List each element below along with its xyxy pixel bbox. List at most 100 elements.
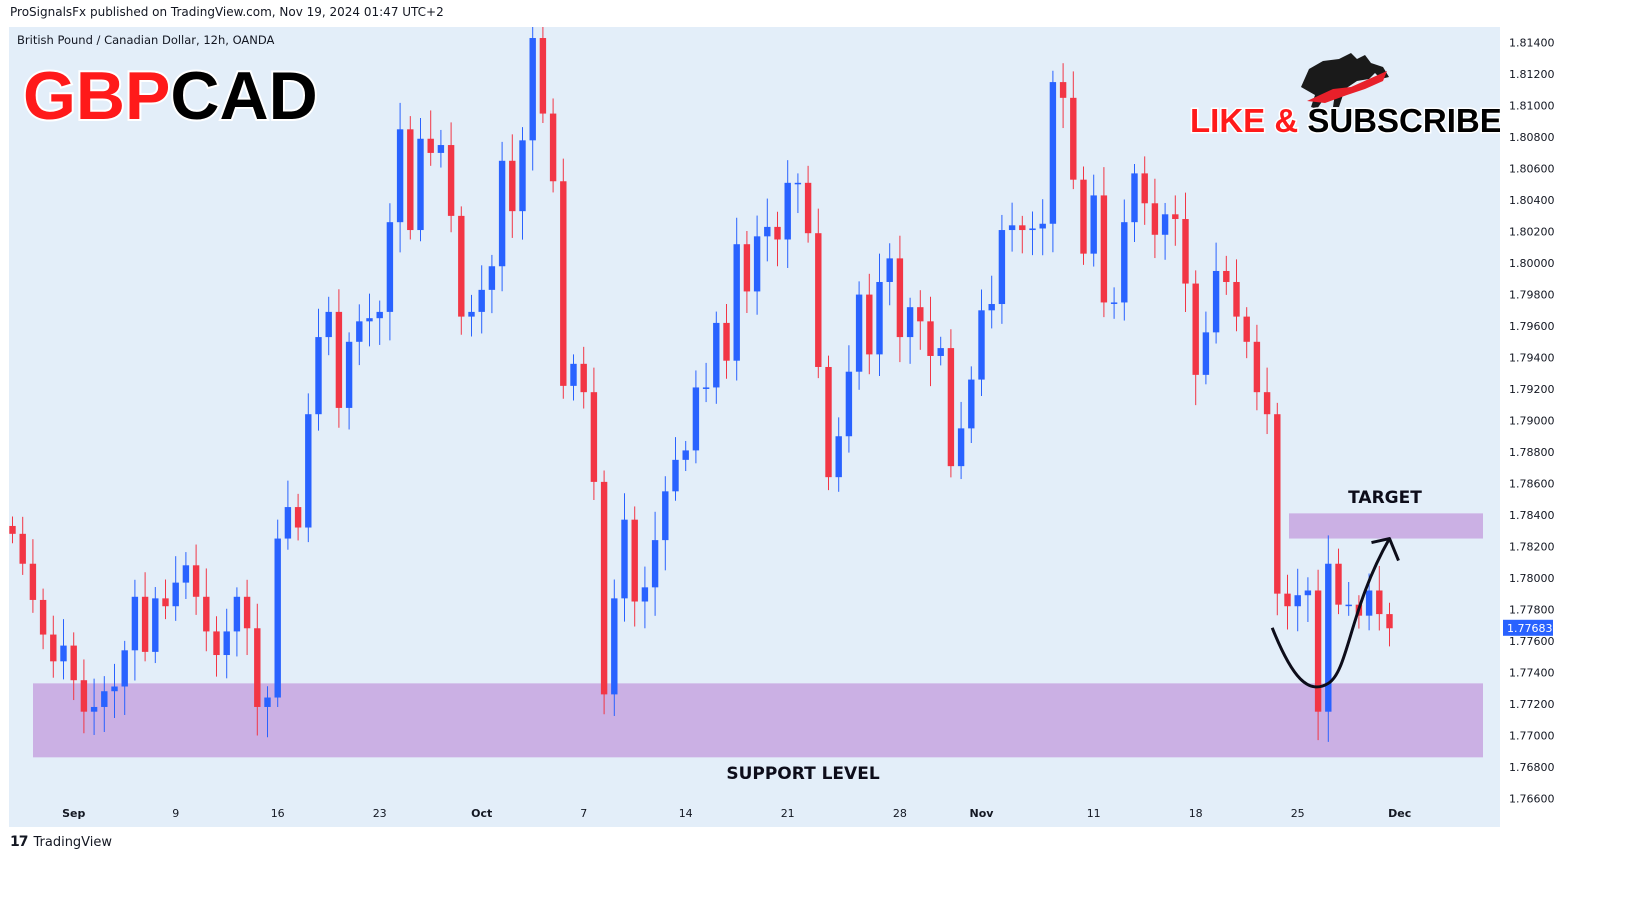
candle [498, 141, 506, 292]
candle-body [825, 366, 832, 478]
banner-part: LIKE & [1190, 102, 1307, 139]
candle [1049, 70, 1057, 253]
y-tick-label: 1.81400 [1509, 37, 1555, 50]
candle [1070, 71, 1077, 190]
candle-body [1008, 225, 1016, 231]
candle-body [1070, 97, 1077, 180]
candle-body [19, 533, 26, 564]
candle-body [978, 310, 985, 380]
candle [1059, 63, 1067, 129]
candle [815, 208, 822, 379]
y-tick-label: 1.80800 [1509, 131, 1555, 144]
candle-body [60, 645, 67, 662]
candle-body [529, 38, 536, 141]
candle-body [203, 596, 210, 632]
candle [1161, 202, 1169, 260]
candle [294, 493, 302, 541]
forecast-arrow [1270, 537, 1391, 689]
candle [1131, 163, 1138, 243]
candle-body [1365, 590, 1373, 616]
candle [396, 102, 404, 253]
candle [641, 566, 649, 629]
candle-body [1039, 223, 1046, 229]
candle-body [896, 258, 904, 338]
candle-body [407, 129, 414, 231]
y-tick-label: 1.80200 [1509, 226, 1555, 239]
candle [1100, 167, 1108, 318]
candle [733, 217, 740, 381]
candle [182, 552, 190, 599]
y-tick-label: 1.78800 [1509, 446, 1555, 459]
y-tick-label: 1.80400 [1509, 194, 1555, 207]
candle [417, 117, 424, 242]
candle-body [570, 363, 577, 386]
candle [305, 393, 312, 543]
candle [1212, 242, 1220, 344]
candle [1345, 581, 1352, 616]
candle-body [1182, 219, 1189, 284]
candle [509, 134, 516, 238]
candle [70, 632, 77, 701]
candle-body [1049, 82, 1057, 224]
candle [947, 329, 955, 478]
footer: 17 TradingView [10, 834, 112, 850]
candle [468, 294, 475, 337]
candle [345, 332, 353, 430]
candle-body [458, 215, 465, 317]
candle-body [1029, 228, 1036, 231]
candle-body [121, 650, 128, 687]
candle [1243, 307, 1250, 359]
candle [539, 27, 547, 124]
candle [192, 544, 200, 615]
candle [651, 511, 659, 616]
candle-body [753, 236, 761, 292]
candle-body [1284, 593, 1291, 607]
candle [325, 296, 332, 356]
candle [478, 265, 485, 334]
candle-body [376, 311, 383, 319]
candle-body [713, 322, 720, 388]
y-tick-label: 1.81200 [1509, 68, 1555, 81]
candle [611, 579, 618, 716]
candle-body [447, 145, 455, 216]
candlestick-chart[interactable]: SUPPORT LEVEL TARGET British Pound / Canad… [9, 27, 1500, 827]
candle-body [845, 371, 853, 437]
candle [488, 254, 496, 314]
candle [1090, 174, 1097, 267]
x-tick-label: 16 [271, 807, 285, 820]
y-tick-label: 1.79600 [1509, 320, 1555, 333]
candle-body [1345, 604, 1352, 607]
candle-body [172, 582, 179, 607]
x-tick-label: 7 [580, 807, 587, 820]
candle [549, 98, 557, 193]
candle-body [1294, 595, 1301, 607]
candle [1376, 565, 1383, 631]
candle-body [1100, 195, 1108, 303]
candle [804, 165, 812, 243]
candle [1294, 568, 1301, 632]
candle-body [784, 182, 791, 240]
candle [825, 355, 832, 491]
price-axis[interactable]: 1.81400 1.81200 1.81000 1.80800 1.80600 1.804… [1500, 27, 1643, 827]
candle-body [580, 363, 587, 393]
candle [264, 686, 271, 738]
candle-body [549, 113, 557, 182]
x-tick-label: Oct [471, 807, 492, 820]
candle [233, 587, 241, 657]
y-tick-label: 1.77400 [1509, 666, 1555, 679]
candle [906, 297, 914, 364]
candle [1223, 255, 1230, 295]
candle-body [345, 341, 353, 408]
candle-body [1080, 179, 1087, 254]
candle [1314, 569, 1322, 741]
big-title-part: GBP [23, 58, 170, 134]
candle [1263, 367, 1271, 435]
candle-body [356, 321, 363, 342]
candle [223, 608, 230, 679]
y-tick-label: 1.78200 [1509, 540, 1555, 553]
chart-area[interactable]: SUPPORT LEVEL TARGET British Pound / Canad… [9, 27, 1500, 827]
candle [886, 243, 893, 306]
tradingview-brand[interactable]: TradingView [33, 834, 113, 850]
tradingview-logo-icon: 17 [10, 834, 29, 850]
candle [9, 516, 16, 544]
